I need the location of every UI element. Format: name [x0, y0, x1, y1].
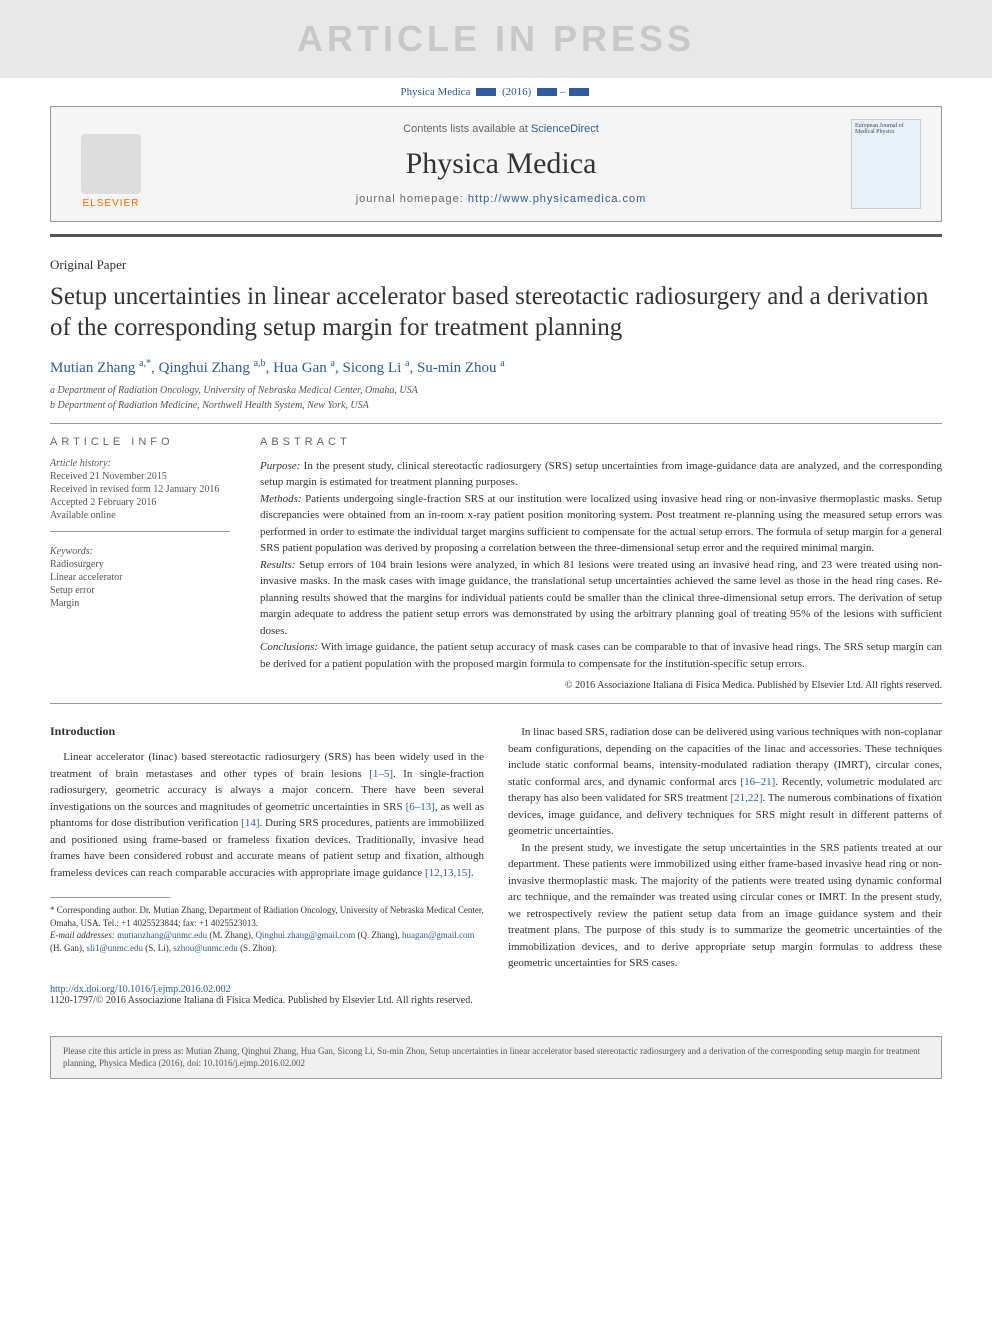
- abstract-body: Purpose: In the present study, clinical …: [260, 458, 942, 673]
- redaction-box: [569, 88, 589, 96]
- email-addresses-footnote: E-mail addresses: mutianzhang@unmc.edu (…: [50, 929, 484, 954]
- keyword: Setup error: [50, 585, 230, 596]
- introduction-heading: Introduction: [50, 724, 484, 739]
- sciencedirect-link[interactable]: ScienceDirect: [531, 123, 599, 135]
- doi-block: http://dx.doi.org/10.1016/j.ejmp.2016.02…: [50, 984, 942, 1006]
- doi-link[interactable]: http://dx.doi.org/10.1016/j.ejmp.2016.02…: [50, 984, 231, 995]
- abstract-copyright: © 2016 Associazione Italiana di Fisica M…: [260, 680, 942, 691]
- keywords-label: Keywords:: [50, 546, 230, 557]
- methods-text: Patients undergoing single-fraction SRS …: [260, 493, 942, 555]
- citation-link[interactable]: [6–13]: [406, 801, 435, 813]
- redaction-box: [476, 88, 496, 96]
- conclusions-label: Conclusions:: [260, 641, 318, 653]
- citation-link[interactable]: [12,13,15]: [425, 867, 471, 879]
- journal-header-box: ELSEVIER Contents lists available at Sci…: [50, 106, 942, 222]
- publisher-name: ELSEVIER: [83, 198, 140, 209]
- journal-ref-name: Physica Medica: [400, 86, 470, 98]
- history-accepted: Accepted 2 February 2016: [50, 497, 230, 508]
- journal-cover-thumbnail: European Journal of Medical Physics: [851, 119, 921, 209]
- article-title: Setup uncertainties in linear accelerato…: [50, 281, 942, 344]
- history-label: Article history:: [50, 458, 230, 469]
- email-link[interactable]: Qinghui.zhang@gmail.com: [255, 930, 355, 940]
- article-info-heading: ARTICLE INFO: [50, 436, 230, 448]
- watermark-text: ARTICLE IN PRESS: [0, 18, 992, 60]
- email-link[interactable]: huagan@gmail.com: [402, 930, 475, 940]
- affiliation-b: b Department of Radiation Medicine, Nort…: [50, 400, 942, 411]
- divider: [50, 531, 230, 532]
- journal-reference-line: Physica Medica (2016) –: [0, 78, 992, 106]
- citation-link[interactable]: [14]: [241, 817, 259, 829]
- results-text: Setup errors of 104 brain lesions were a…: [260, 559, 942, 637]
- journal-homepage-link[interactable]: http://www.physicamedica.com: [468, 193, 646, 205]
- redaction-box: [537, 88, 557, 96]
- watermark-banner: ARTICLE IN PRESS: [0, 0, 992, 78]
- citation-link[interactable]: [21,22]: [730, 792, 762, 804]
- history-received: Received 21 November 2015: [50, 471, 230, 482]
- intro-paragraph-1: Linear accelerator (linac) based stereot…: [50, 749, 484, 881]
- email-link[interactable]: mutianzhang@unmc.edu: [117, 930, 207, 940]
- methods-label: Methods:: [260, 493, 302, 505]
- citation-link[interactable]: [16–21]: [740, 776, 775, 788]
- body-column-right: In linac based SRS, radiation dose can b…: [508, 724, 942, 972]
- footnote-separator: [50, 897, 170, 898]
- article-info-sidebar: ARTICLE INFO Article history: Received 2…: [50, 436, 230, 692]
- history-revised: Received in revised form 12 January 2016: [50, 484, 230, 495]
- issn-copyright-line: 1120-1797/© 2016 Associazione Italiana d…: [50, 995, 473, 1006]
- citation-box: Please cite this article in press as: Mu…: [50, 1036, 942, 1079]
- divider: [50, 703, 942, 704]
- abstract-heading: ABSTRACT: [260, 436, 942, 448]
- journal-ref-year: (2016): [502, 86, 531, 98]
- history-online: Available online: [50, 510, 230, 521]
- publisher-logo: ELSEVIER: [71, 119, 151, 209]
- purpose-label: Purpose:: [260, 460, 300, 472]
- elsevier-tree-icon: [81, 134, 141, 194]
- affiliation-a: a Department of Radiation Oncology, Univ…: [50, 385, 942, 396]
- email-link[interactable]: szhou@unmc.edu: [173, 943, 238, 953]
- results-label: Results:: [260, 559, 295, 571]
- email-link[interactable]: sli1@unmc.edu: [87, 943, 144, 953]
- purpose-text: In the present study, clinical stereotac…: [260, 460, 942, 489]
- corresponding-author-footnote: * Corresponding author. Dr. Mutian Zhang…: [50, 904, 484, 929]
- keyword: Linear accelerator: [50, 572, 230, 583]
- intro-paragraph-3: In the present study, we investigate the…: [508, 840, 942, 972]
- body-column-left: Introduction Linear accelerator (linac) …: [50, 724, 484, 972]
- journal-homepage-line: journal homepage: http://www.physicamedi…: [151, 193, 851, 205]
- divider: [50, 423, 942, 424]
- conclusions-text: With image guidance, the patient setup a…: [260, 641, 942, 670]
- intro-paragraph-2: In linac based SRS, radiation dose can b…: [508, 724, 942, 840]
- authors-list: Mutian Zhang a,*, Qinghui Zhang a,b, Hua…: [50, 358, 942, 377]
- journal-title: Physica Medica: [151, 147, 851, 181]
- article-type: Original Paper: [50, 257, 942, 273]
- keyword: Margin: [50, 598, 230, 609]
- contents-available-line: Contents lists available at ScienceDirec…: [151, 123, 851, 135]
- keyword: Radiosurgery: [50, 559, 230, 570]
- abstract-column: ABSTRACT Purpose: In the present study, …: [260, 436, 942, 692]
- citation-link[interactable]: [1–5]: [369, 768, 393, 780]
